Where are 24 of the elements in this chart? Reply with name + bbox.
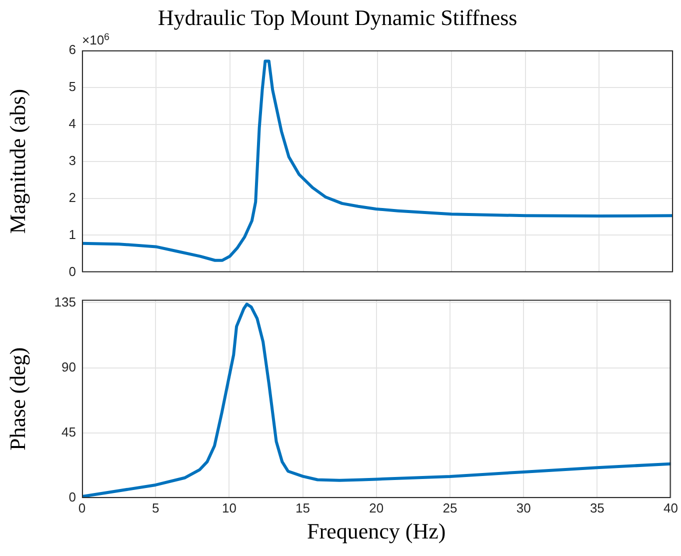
y-tick-label: 0 <box>68 490 76 505</box>
x-axis-title: Frequency (Hz) <box>307 518 446 544</box>
y-tick-label: 1 <box>68 226 76 242</box>
x-tick-label: 5 <box>152 500 160 516</box>
y-tick-label: 3 <box>68 152 76 168</box>
y-tick-label: 90 <box>62 359 76 374</box>
y-tick-label: 4 <box>68 116 76 131</box>
x-tick-label: 35 <box>590 500 604 516</box>
y-tick-label: 2 <box>68 190 76 205</box>
x-tick-label: 40 <box>664 500 678 516</box>
y-tick-label: 6 <box>68 42 76 57</box>
x-tick-label: 15 <box>296 500 310 516</box>
y-axis-title: Phase (deg) <box>4 347 30 451</box>
x-tick-label: 30 <box>516 500 531 516</box>
y-tick-label: 0 <box>68 264 76 279</box>
y-axis-title: Magnitude (abs) <box>4 88 30 234</box>
x-tick-label: 20 <box>369 500 384 516</box>
y-tick-label: 45 <box>62 424 76 440</box>
x-tick-label: 25 <box>442 500 458 516</box>
y-tick-label: 5 <box>68 78 76 94</box>
chart-title: Hydraulic Top Mount Dynamic Stiffness <box>158 4 518 30</box>
x-tick-label: 10 <box>222 500 236 516</box>
y-tick-label: 135 <box>54 294 76 310</box>
x-tick-label: 0 <box>78 500 86 516</box>
